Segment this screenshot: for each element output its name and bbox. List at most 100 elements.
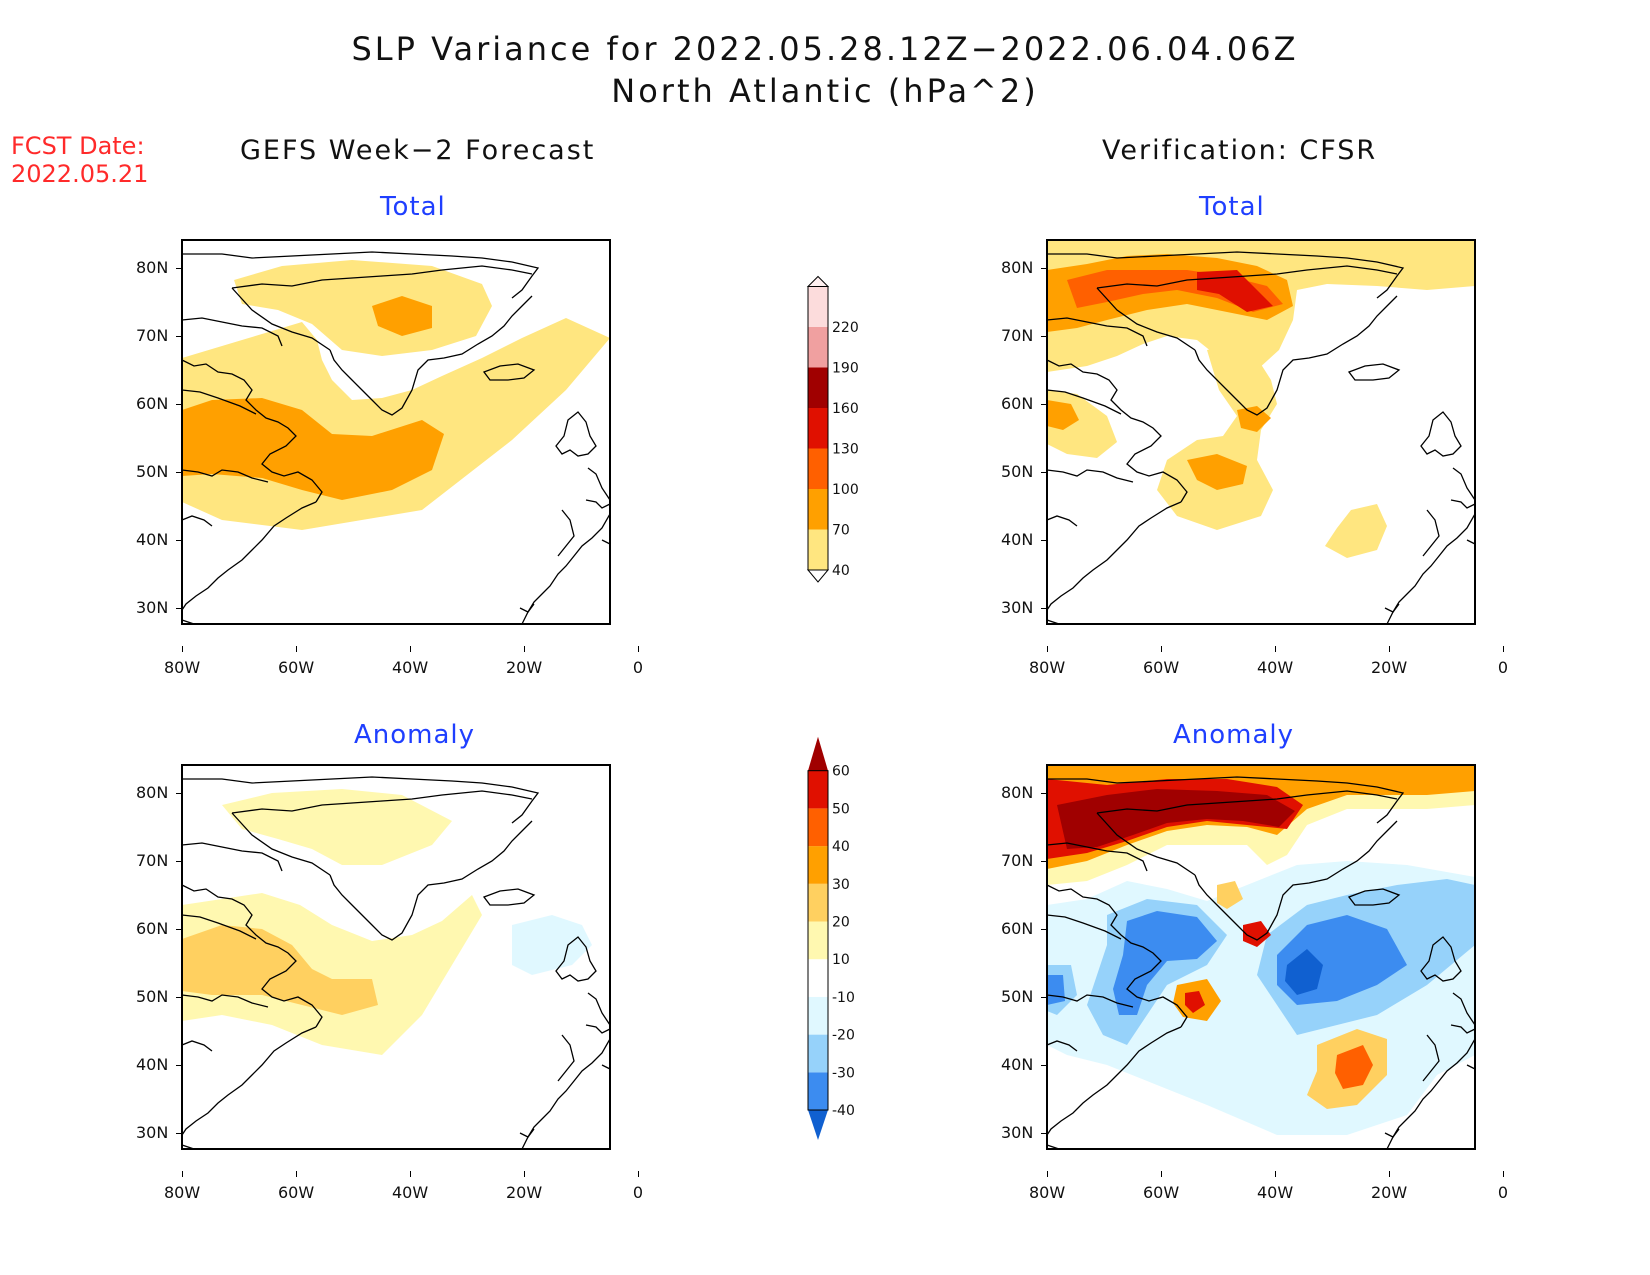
colorbar-frame	[807, 770, 829, 1111]
total-40-center-contour	[1157, 344, 1277, 530]
colorbar-swatch	[808, 1034, 828, 1073]
lat-tick-label: 50N	[1001, 462, 1034, 481]
lon-tick	[296, 646, 297, 652]
lat-tick-label: 60N	[136, 919, 169, 938]
colorbar-swatch	[808, 367, 828, 408]
lon-tick	[1389, 1171, 1390, 1177]
colorbar-lower-triangle	[808, 1110, 828, 1140]
forecast-anomaly-label: Anomaly	[354, 720, 476, 750]
lon-tick-label: 40W	[1257, 1183, 1294, 1202]
lon-tick-label: 20W	[506, 1183, 543, 1202]
colorbar-level-label: 20	[832, 915, 850, 931]
lat-tick-label: 70N	[1001, 326, 1034, 345]
colorbar-swatch	[808, 846, 828, 884]
forecast-column-title: GEFS Week−2 Forecast	[240, 135, 596, 166]
lon-tick	[1503, 646, 1504, 652]
lat-tick	[1041, 1133, 1047, 1134]
colorbar-swatch	[808, 959, 828, 997]
lat-tick	[1041, 793, 1047, 794]
colorbar-swatch	[808, 921, 828, 960]
colorbar-swatch	[808, 489, 828, 530]
lat-tick	[176, 472, 182, 473]
colorbar-level-label: 190	[832, 361, 859, 377]
lat-tick	[176, 929, 182, 930]
anom-neg40-contour	[1285, 949, 1323, 995]
lat-tick	[1041, 268, 1047, 269]
anom-10-greenland-contour	[222, 789, 452, 865]
lon-tick-label: 60W	[1143, 1183, 1180, 1202]
lat-tick	[176, 268, 182, 269]
lon-tick-label: 40W	[392, 658, 429, 677]
lat-tick-label: 30N	[136, 1123, 169, 1142]
lat-tick-label: 70N	[136, 851, 169, 870]
colorbar-swatch	[808, 770, 828, 809]
anom-neg30-west-contour	[1113, 911, 1217, 1015]
lon-tick-label: 80W	[164, 1183, 201, 1202]
total-70-contour	[182, 398, 444, 500]
lon-tick	[1047, 1171, 1048, 1177]
colorbar-swatch	[808, 327, 828, 368]
colorbar-level-label: 100	[832, 482, 859, 498]
lat-tick	[176, 1133, 182, 1134]
lat-tick-label: 70N	[1001, 851, 1034, 870]
lon-tick	[524, 1171, 525, 1177]
verification-anomaly-map	[1046, 764, 1476, 1150]
lon-tick-label: 0	[1497, 658, 1509, 677]
total-colorbar: 40 70 100 130 160 190 220	[806, 275, 859, 583]
lat-tick	[176, 336, 182, 337]
lat-tick	[176, 997, 182, 998]
colorbar-swatch	[808, 286, 828, 327]
verification-total-map	[1046, 239, 1476, 625]
lon-tick-label: 40W	[392, 1183, 429, 1202]
total-130-contour	[1197, 270, 1273, 312]
total-70-greenland-contour	[372, 296, 432, 336]
anom-20-center-contour	[1217, 881, 1243, 909]
lat-tick-label: 80N	[136, 258, 169, 277]
lon-tick	[638, 1171, 639, 1177]
anom-20-contour	[182, 925, 378, 1015]
colorbar-level-label: 10	[832, 952, 850, 968]
fcst-date-value: 2022.05.21	[11, 160, 149, 188]
anom-40-east-contour	[1335, 1045, 1373, 1089]
colorbar-swatch	[808, 996, 828, 1035]
lon-tick-label: 0	[1497, 1183, 1509, 1202]
colorbar-level-label: 30	[832, 877, 850, 893]
lat-tick	[176, 861, 182, 862]
colorbar-level-label: -20	[832, 1028, 855, 1044]
lon-tick	[1161, 646, 1162, 652]
lon-tick	[182, 1171, 183, 1177]
total-40-greenland-contour	[234, 260, 492, 356]
colorbar-level-label: 130	[832, 442, 859, 458]
total-70-center-contour	[1237, 406, 1271, 432]
total-40-east-contour	[1325, 504, 1387, 558]
lon-tick-label: 80W	[164, 658, 201, 677]
forecast-total-map	[181, 239, 611, 625]
lon-tick	[524, 646, 525, 652]
anom-neg30-edge-contour	[1047, 975, 1065, 1005]
lon-tick	[1275, 1171, 1276, 1177]
lat-tick-label: 50N	[136, 987, 169, 1006]
colorbar-swatch	[808, 1072, 828, 1110]
lon-tick-label: 20W	[1371, 1183, 1408, 1202]
lat-tick-label: 50N	[1001, 987, 1034, 1006]
verification-column-title: Verification: CFSR	[1102, 135, 1378, 166]
lat-tick	[1041, 929, 1047, 930]
lat-tick-label: 30N	[136, 598, 169, 617]
lon-tick	[1047, 646, 1048, 652]
colorbar-swatch	[808, 808, 828, 847]
lon-tick-label: 60W	[278, 658, 315, 677]
lon-tick-label: 60W	[1143, 658, 1180, 677]
anom-50-newfoundland-contour	[1185, 991, 1205, 1013]
lon-tick	[182, 646, 183, 652]
colorbar-swatch	[808, 408, 828, 449]
lat-tick-label: 60N	[136, 394, 169, 413]
chart-subtitle: North Atlantic (hPa^2)	[611, 72, 1039, 110]
colorbar-upper-triangle	[806, 275, 830, 287]
lat-tick-label: 70N	[136, 326, 169, 345]
lon-tick-label: 0	[632, 658, 644, 677]
lat-tick-label: 80N	[1001, 258, 1034, 277]
colorbar-swatch	[808, 448, 828, 489]
lat-tick	[1041, 861, 1047, 862]
lat-tick-label: 60N	[1001, 919, 1034, 938]
anomaly-colorbar: -40 -30 -20 -10 10 20 30 40 50 60	[807, 736, 855, 1140]
